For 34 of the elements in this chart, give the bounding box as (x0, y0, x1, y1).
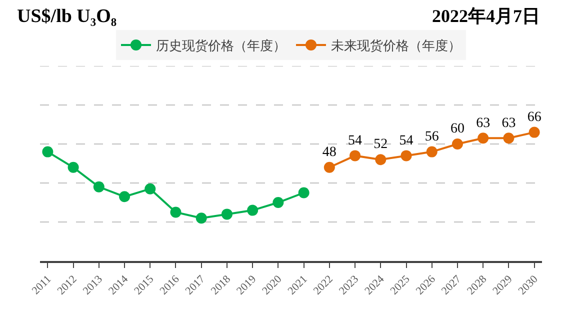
point (528, 126, 540, 138)
legend-label: 未来现货价格（年度） (331, 38, 461, 54)
point (400, 150, 412, 162)
point (478, 132, 489, 144)
point (42, 146, 54, 158)
data-label: 63 (502, 116, 516, 131)
point (452, 138, 463, 150)
data-label: 48 (322, 145, 336, 160)
data-label: 52 (374, 137, 388, 152)
point (426, 146, 438, 158)
point (144, 183, 156, 194)
point (350, 150, 361, 162)
data-label: 60 (450, 122, 464, 137)
legend-label: 历史现货价格（年度） (156, 38, 286, 54)
point (503, 132, 514, 144)
point (272, 197, 284, 208)
data-label: 54 (399, 133, 414, 148)
chart-subtitle: 2022年4月7日 (432, 6, 540, 26)
x-tick-label: 2011 (30, 273, 54, 297)
data-label: 66 (527, 110, 542, 125)
point (247, 204, 258, 216)
point (170, 206, 182, 218)
point (93, 181, 104, 192)
data-label: 63 (476, 116, 490, 131)
point (119, 191, 130, 202)
point (221, 208, 232, 220)
point (324, 162, 335, 173)
data-label: 56 (424, 129, 439, 144)
point (68, 162, 79, 173)
point (196, 212, 207, 224)
chart-title: US$/lb U₃O₈ (17, 6, 117, 27)
point (375, 154, 386, 166)
point (298, 187, 310, 198)
data-label: 54 (348, 133, 362, 148)
